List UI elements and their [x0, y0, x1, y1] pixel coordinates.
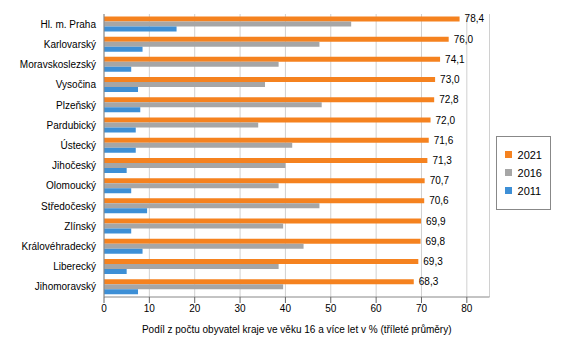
svg-text:60: 60 — [371, 303, 383, 314]
svg-text:72,0: 72,0 — [436, 115, 456, 126]
svg-text:Středočeský: Středočeský — [41, 201, 96, 212]
svg-text:Plzeňský: Plzeňský — [56, 100, 96, 111]
svg-text:Moravskoslezský: Moravskoslezský — [20, 59, 96, 70]
html-text:2016: 2016 — [517, 166, 542, 179]
svg-text:40: 40 — [280, 303, 292, 314]
svg-text:71,3: 71,3 — [432, 155, 452, 166]
svg-text:Hl. m. Praha: Hl. m. Praha — [40, 19, 96, 30]
html-text:2011: 2011 — [517, 184, 542, 197]
svg-text:72,8: 72,8 — [439, 94, 459, 105]
svg-text:0: 0 — [101, 303, 107, 314]
svg-text:Karlovarský: Karlovarský — [44, 39, 96, 50]
svg-text:Olomoucký: Olomoucký — [46, 180, 96, 191]
svg-text:Ústecký: Ústecký — [60, 139, 96, 151]
svg-text:Podíl z počtu obyvatel kraje v: Podíl z počtu obyvatel kraje ve věku 16 … — [142, 324, 452, 335]
svg-text:68,3: 68,3 — [419, 276, 439, 287]
svg-text:Pardubický: Pardubický — [47, 120, 96, 131]
svg-text:70,7: 70,7 — [430, 175, 450, 186]
svg-text:Zlínský: Zlínský — [64, 221, 96, 232]
svg-text:69,9: 69,9 — [426, 216, 446, 227]
svg-text:76,0: 76,0 — [454, 34, 474, 45]
svg-text:20: 20 — [189, 303, 201, 314]
html-text:2021: 2021 — [517, 148, 542, 161]
svg-text:74,1: 74,1 — [445, 54, 465, 65]
svg-text:Liberecký: Liberecký — [53, 261, 96, 272]
svg-text:Královéhradecký: Královéhradecký — [22, 241, 96, 252]
svg-text:69,8: 69,8 — [426, 236, 446, 247]
svg-text:30: 30 — [235, 303, 247, 314]
svg-text:70: 70 — [416, 303, 428, 314]
svg-text:Jihočeský: Jihočeský — [52, 160, 96, 171]
svg-text:78,4: 78,4 — [465, 13, 485, 24]
svg-text:Vysočina: Vysočina — [56, 79, 97, 90]
svg-text:50: 50 — [325, 303, 337, 314]
svg-text:73,0: 73,0 — [440, 74, 460, 85]
svg-text:71,6: 71,6 — [434, 135, 454, 146]
svg-text:70,6: 70,6 — [429, 195, 449, 206]
svg-text:69,3: 69,3 — [423, 256, 443, 267]
svg-text:80: 80 — [461, 303, 473, 314]
svg-text:Jihomoravský: Jihomoravský — [35, 281, 96, 292]
svg-text:10: 10 — [144, 303, 156, 314]
